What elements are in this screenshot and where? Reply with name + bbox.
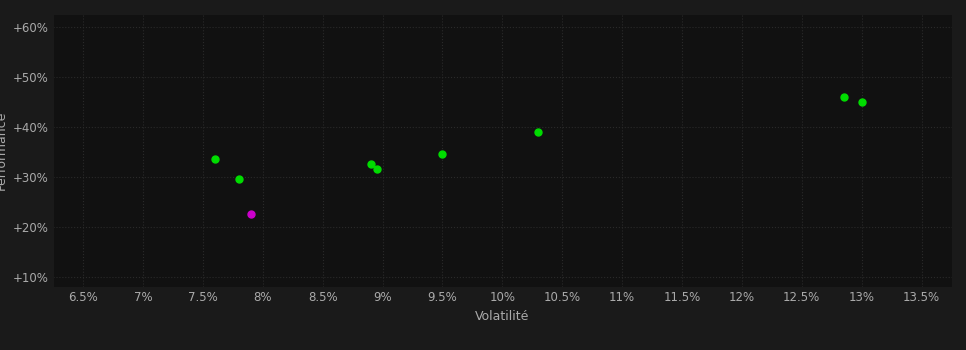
Point <box>836 94 851 99</box>
Point <box>231 176 246 182</box>
Point <box>530 129 546 134</box>
Point <box>854 99 869 104</box>
Point <box>243 211 259 217</box>
X-axis label: Volatilité: Volatilité <box>475 310 529 323</box>
Point <box>369 167 384 172</box>
Point <box>363 161 379 167</box>
Y-axis label: Performance: Performance <box>0 111 8 190</box>
Point <box>435 152 450 157</box>
Point <box>207 156 222 162</box>
